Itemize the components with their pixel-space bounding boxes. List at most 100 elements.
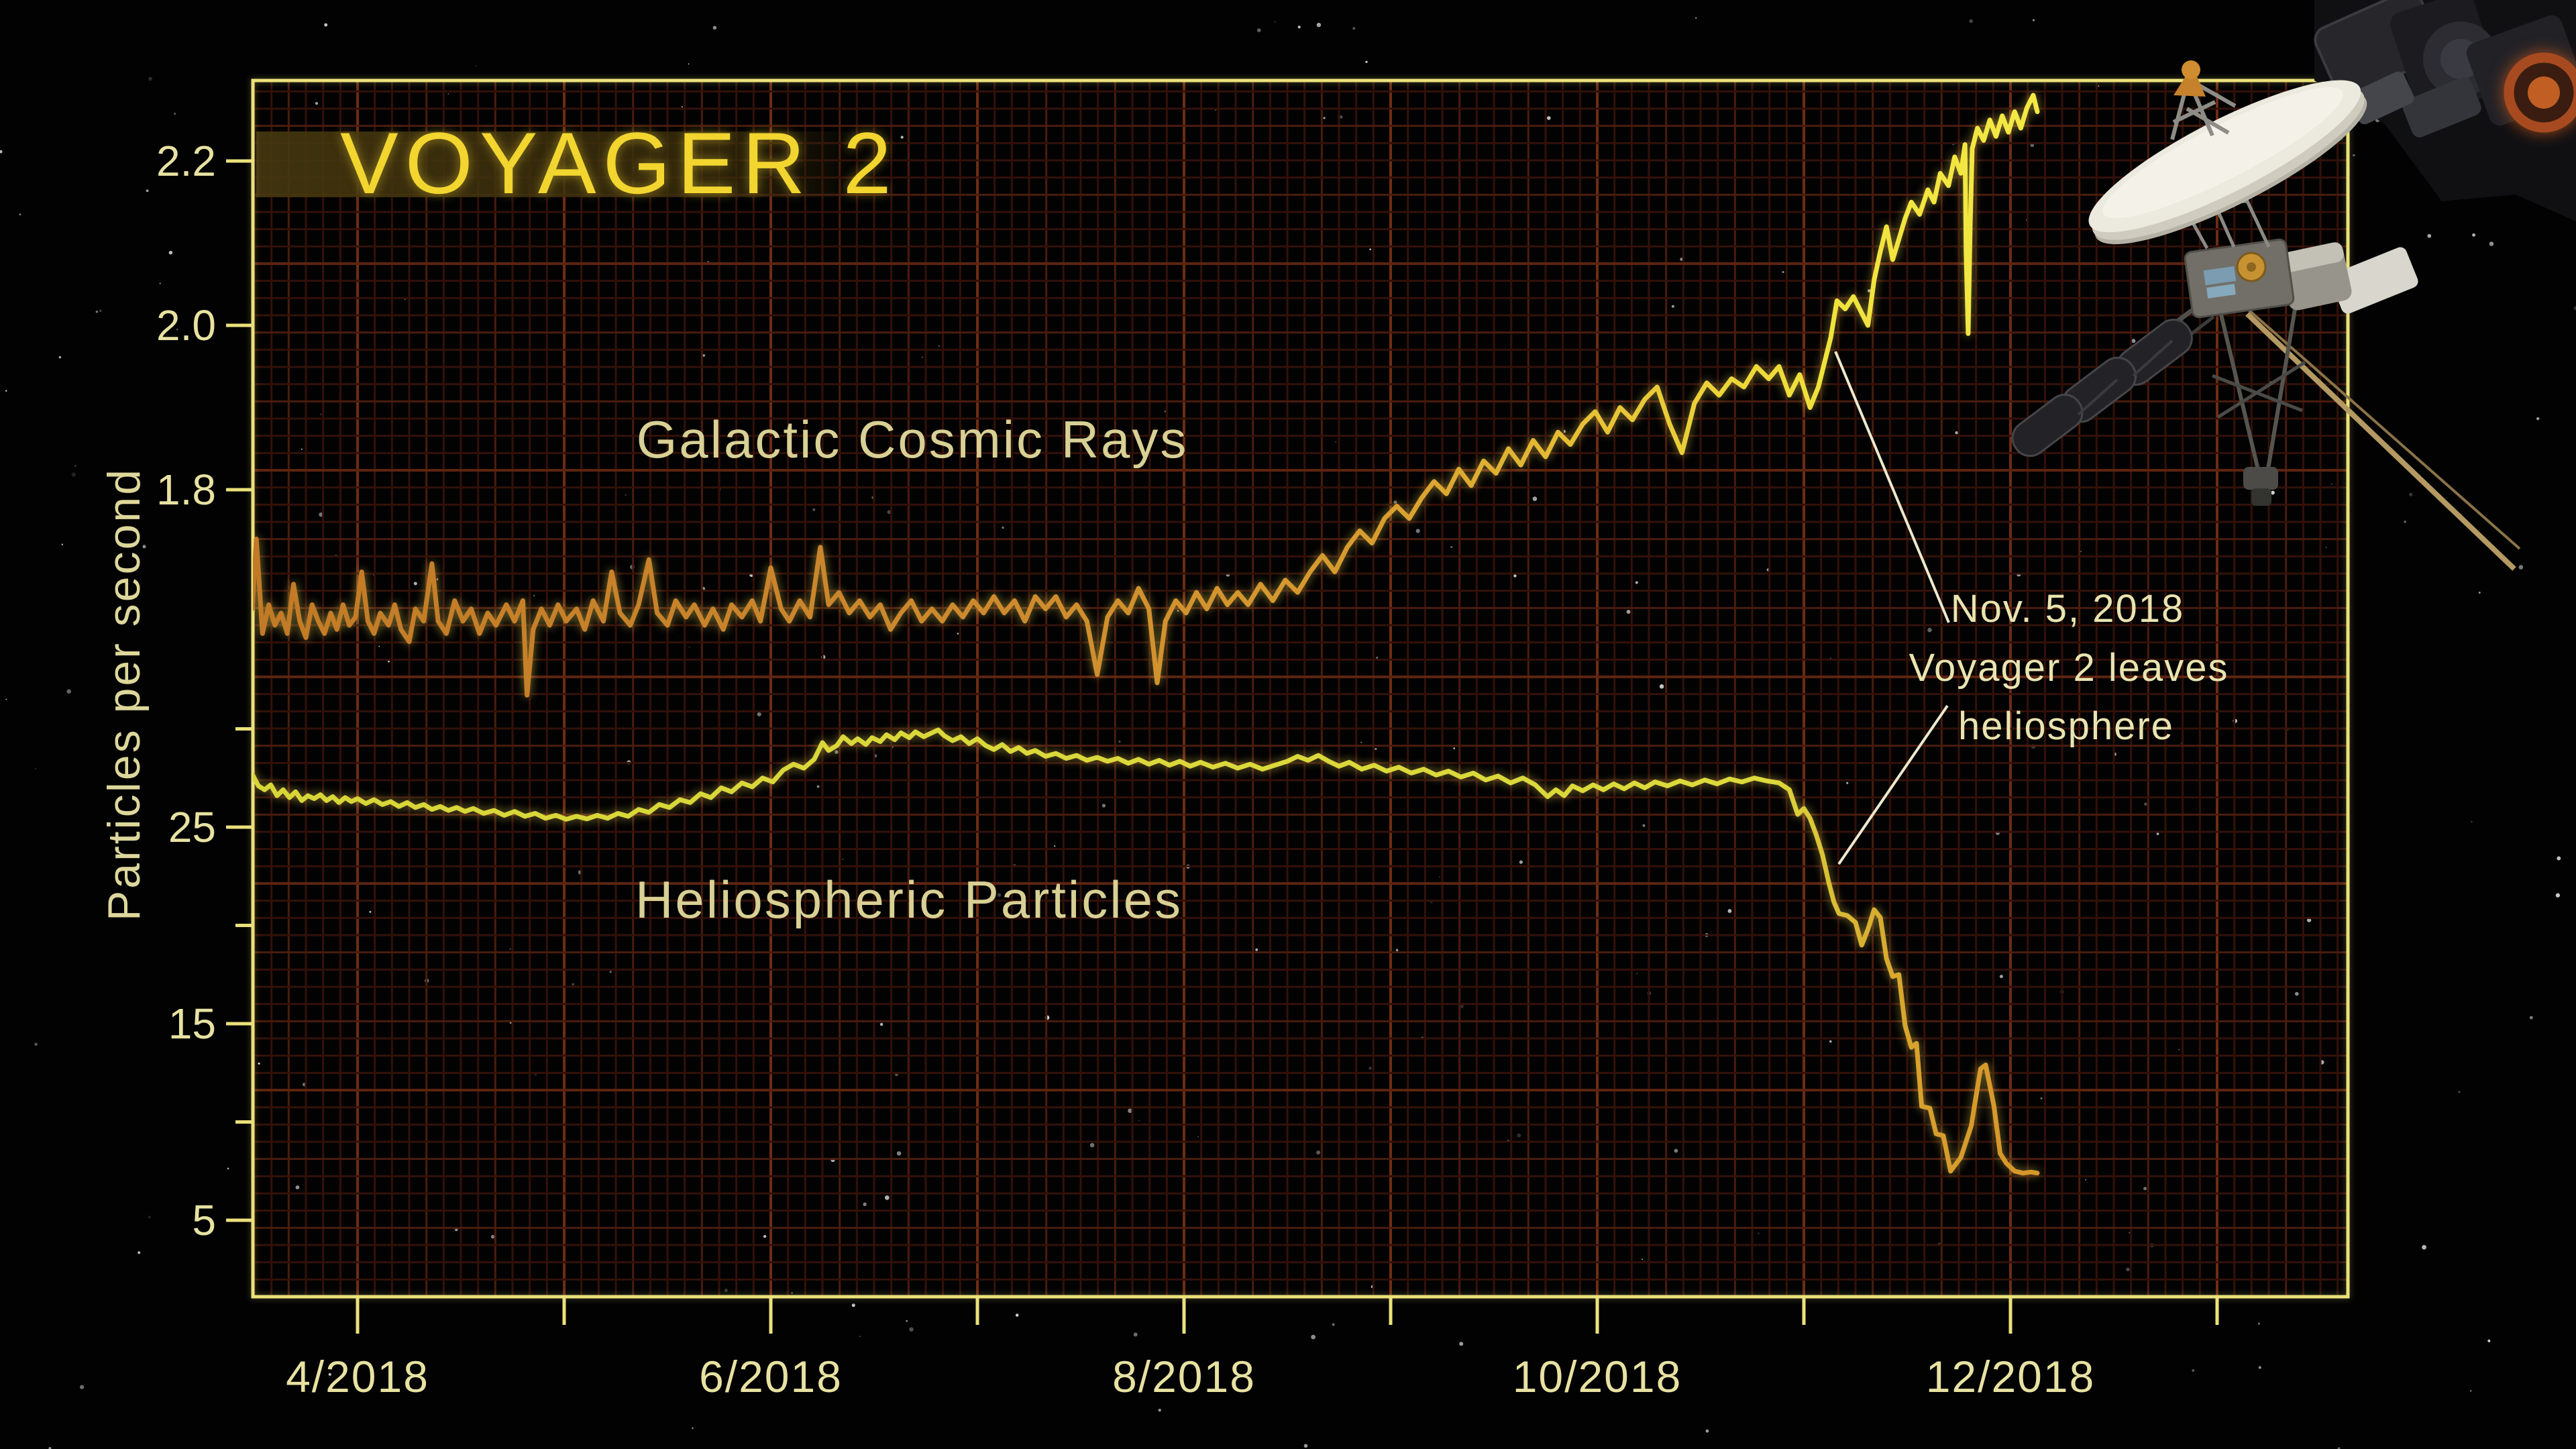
star	[2337, 1447, 2341, 1449]
star	[896, 1151, 902, 1156]
star	[1323, 117, 1326, 119]
star	[900, 136, 904, 139]
star	[168, 250, 173, 255]
star	[534, 1073, 537, 1076]
star	[1332, 1323, 1335, 1326]
star	[1197, 1136, 1199, 1138]
star	[5, 698, 7, 700]
star	[1829, 657, 1831, 659]
star	[2427, 233, 2432, 238]
voyager-spacecraft-image	[2011, 0, 2576, 571]
star	[1955, 431, 1958, 435]
star	[1453, 747, 1456, 749]
star	[2409, 492, 2413, 496]
star	[2555, 893, 2561, 898]
star	[1335, 441, 1337, 443]
star	[702, 354, 705, 357]
star	[34, 767, 37, 770]
star	[2487, 1339, 2491, 1342]
star	[34, 1042, 38, 1046]
star	[1311, 1334, 1316, 1340]
star	[227, 1167, 229, 1170]
x-axis-tick-label: 6/2018	[699, 1352, 843, 1401]
star	[2295, 991, 2299, 996]
star	[1727, 909, 1732, 913]
star	[159, 282, 161, 284]
star	[859, 1336, 861, 1338]
star	[2257, 1322, 2260, 1325]
star	[148, 76, 152, 81]
annotation-pointer-upper	[1834, 351, 1950, 623]
star	[1177, 610, 1179, 612]
star	[1255, 948, 1258, 951]
annotation-line-2: Voyager 2 leaves	[1909, 646, 2229, 690]
annotation-line-1: Nov. 5, 2018	[1951, 587, 2185, 631]
star	[812, 508, 816, 512]
star	[378, 645, 380, 647]
star	[681, 106, 684, 108]
y-axis-tick-label: 1.8	[156, 466, 216, 514]
star	[324, 23, 328, 27]
y-axis-tick-label: 5	[192, 1196, 216, 1244]
star	[2404, 521, 2406, 523]
star	[2258, 1366, 2261, 1369]
star	[1339, 115, 1343, 119]
star	[2178, 1049, 2180, 1051]
star	[1138, 1120, 1140, 1122]
star	[1395, 949, 1399, 952]
star	[2085, 1179, 2087, 1181]
star	[413, 582, 417, 586]
star	[99, 309, 102, 313]
star	[1303, 1444, 1308, 1448]
star	[1641, 1258, 1644, 1260]
star	[146, 189, 149, 193]
star	[2518, 565, 2524, 570]
star	[1164, 410, 1167, 413]
star	[2131, 339, 2136, 343]
star	[835, 750, 839, 754]
star	[1256, 28, 1261, 32]
star	[1102, 804, 1106, 808]
star	[1415, 529, 1420, 533]
page-title: VOYAGER 2	[340, 114, 898, 212]
star	[2144, 802, 2147, 806]
x-axis-tick-label: 12/2018	[1926, 1352, 2096, 1401]
star	[2129, 1232, 2131, 1234]
star	[1369, 248, 1371, 251]
x-axis-tick-label: 8/2018	[1112, 1352, 1256, 1401]
y-axis-tick-label: 2.2	[156, 137, 216, 185]
star	[1695, 17, 1697, 19]
star	[864, 437, 866, 439]
star	[2030, 143, 2035, 148]
star	[295, 1185, 300, 1189]
star	[74, 465, 76, 467]
star	[80, 1385, 85, 1389]
star	[879, 1022, 883, 1026]
x-axis-tick-label: 4/2018	[286, 1352, 429, 1401]
star	[509, 1022, 512, 1024]
star	[1674, 1148, 1678, 1153]
star	[712, 25, 717, 30]
star	[2143, 1187, 2147, 1191]
star	[688, 63, 690, 65]
star	[1365, 60, 1368, 63]
star	[1636, 973, 1638, 975]
star	[1927, 627, 1932, 633]
star	[2192, 1369, 2195, 1372]
star	[1439, 876, 1440, 878]
y-axis-tick-label: 25	[168, 803, 216, 851]
star	[2557, 856, 2561, 861]
star	[1626, 610, 1631, 614]
y-axis-tick-label: 2.0	[156, 301, 216, 350]
star	[1376, 657, 1379, 659]
star	[1297, 25, 1301, 29]
star	[1015, 1313, 1019, 1317]
star	[2271, 490, 2275, 495]
star	[176, 328, 178, 331]
star	[1671, 305, 1674, 308]
star	[2098, 85, 2100, 87]
annotation-text: Nov. 5, 2018 Voyager 2 leaves heliospher…	[1909, 587, 2229, 748]
star	[1532, 496, 1538, 501]
star	[1782, 271, 1784, 274]
star	[909, 1327, 914, 1332]
